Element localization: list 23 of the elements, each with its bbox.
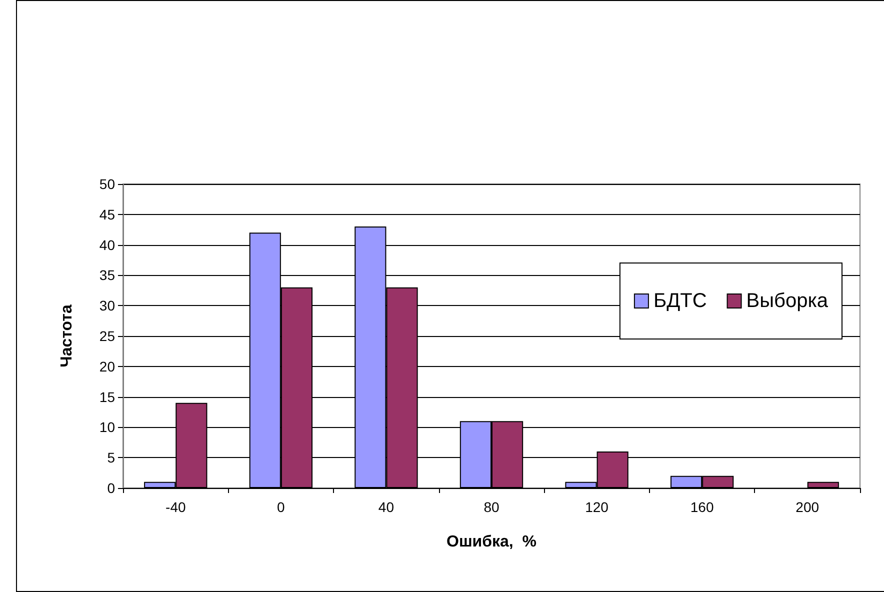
y-tick-label: 0 xyxy=(107,480,116,496)
x-axis-title: Ошибка, % xyxy=(446,534,536,550)
x-tick-label: 160 xyxy=(690,499,714,515)
legend-label: БДТС xyxy=(653,290,707,312)
legend-label: Выборка xyxy=(746,290,829,312)
x-tick-label: 200 xyxy=(796,499,820,515)
x-tick-label: 0 xyxy=(277,499,286,515)
x-tick-label: 40 xyxy=(378,499,394,515)
x-tick-label: -40 xyxy=(166,499,186,515)
y-tick-label: 40 xyxy=(99,236,116,253)
y-tick-label: 50 xyxy=(99,176,116,192)
y-tick-label: 20 xyxy=(99,358,116,374)
y-tick-label: 30 xyxy=(99,298,116,314)
x-tick-label: 80 xyxy=(484,499,500,515)
y-axis-title: Частота xyxy=(58,304,76,368)
y-tick-label: 10 xyxy=(99,419,116,436)
y-tick-label: 45 xyxy=(99,206,116,222)
y-tick-label: 25 xyxy=(99,328,116,344)
y-tick-label: 15 xyxy=(99,388,116,405)
y-tick-label: 5 xyxy=(107,450,116,466)
x-tick-label: 120 xyxy=(585,499,609,515)
y-tick-label: 35 xyxy=(99,267,116,284)
bar xyxy=(807,482,839,488)
